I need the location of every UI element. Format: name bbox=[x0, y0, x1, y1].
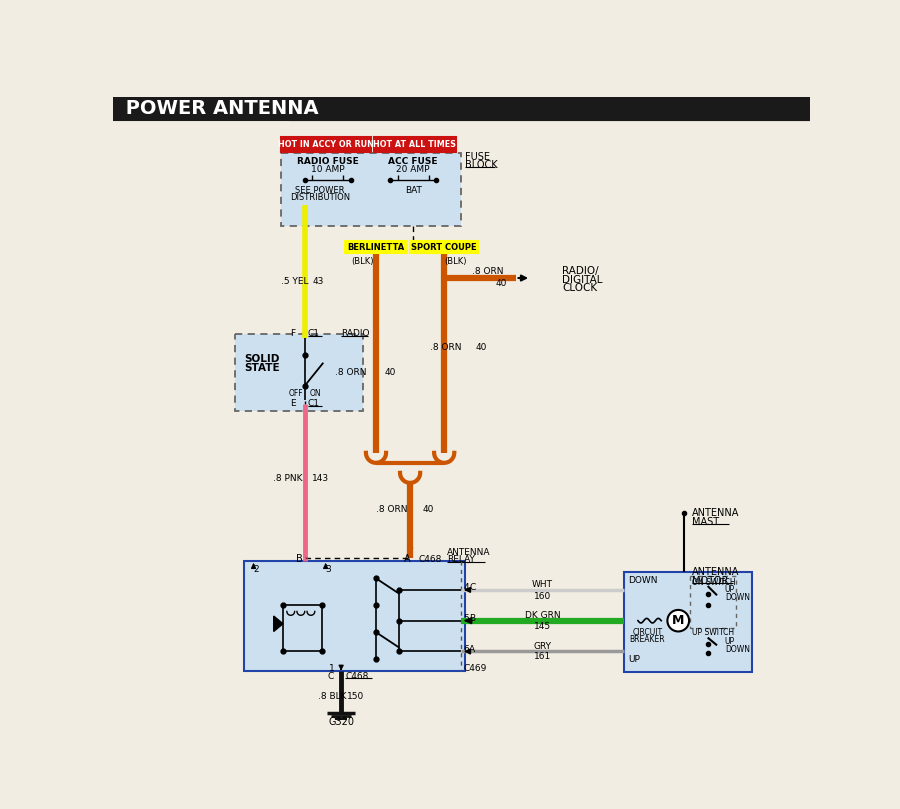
Text: E: E bbox=[290, 399, 295, 408]
Text: ON: ON bbox=[310, 389, 321, 398]
Text: .8 BLK: .8 BLK bbox=[318, 692, 346, 701]
Text: 143: 143 bbox=[312, 474, 329, 483]
Text: .8 ORN: .8 ORN bbox=[335, 368, 366, 377]
Text: 40: 40 bbox=[476, 343, 487, 352]
Bar bbox=[244, 561, 465, 671]
Bar bbox=[410, 241, 478, 253]
Text: C: C bbox=[327, 671, 333, 680]
Text: 40: 40 bbox=[423, 506, 435, 515]
Bar bbox=[235, 334, 363, 411]
Text: .8 PNK: .8 PNK bbox=[273, 474, 302, 483]
Text: A: A bbox=[469, 645, 475, 654]
Text: BAT: BAT bbox=[405, 186, 421, 195]
Text: (BLK): (BLK) bbox=[445, 256, 467, 265]
Text: 4: 4 bbox=[464, 583, 469, 592]
Text: DK GRN: DK GRN bbox=[525, 611, 561, 620]
Text: 2: 2 bbox=[254, 565, 259, 574]
Text: BREAKER: BREAKER bbox=[629, 634, 665, 644]
Text: ANTENNA: ANTENNA bbox=[447, 548, 491, 557]
Text: UP: UP bbox=[724, 586, 735, 595]
Text: ANTENNA: ANTENNA bbox=[692, 567, 740, 577]
Text: RELAY: RELAY bbox=[447, 555, 475, 565]
Text: ANTENNA: ANTENNA bbox=[692, 508, 740, 518]
Text: RADIO/: RADIO/ bbox=[562, 266, 598, 276]
Text: 40: 40 bbox=[496, 279, 508, 288]
Bar bbox=[282, 137, 371, 152]
Text: ON SWITCH: ON SWITCH bbox=[692, 578, 736, 587]
Text: DISTRIBUTION: DISTRIBUTION bbox=[290, 193, 350, 201]
Text: (BLK): (BLK) bbox=[351, 256, 374, 265]
Text: 43: 43 bbox=[312, 277, 324, 286]
Text: CIRCUIT: CIRCUIT bbox=[632, 628, 662, 637]
Text: OFF: OFF bbox=[289, 389, 303, 398]
Text: WHT: WHT bbox=[532, 580, 554, 589]
Text: DOWN: DOWN bbox=[724, 645, 750, 654]
Text: B: B bbox=[469, 614, 475, 623]
Text: .8 ORN: .8 ORN bbox=[472, 267, 503, 276]
Text: A: A bbox=[404, 554, 411, 564]
Text: C1: C1 bbox=[308, 329, 320, 338]
Text: F: F bbox=[291, 329, 295, 338]
Polygon shape bbox=[274, 616, 283, 632]
Text: C468: C468 bbox=[345, 671, 368, 680]
Text: DIGITAL: DIGITAL bbox=[562, 274, 602, 285]
Text: DOWN: DOWN bbox=[628, 576, 657, 585]
Text: UP SWITCH: UP SWITCH bbox=[692, 628, 734, 637]
Text: .8 ORN: .8 ORN bbox=[430, 343, 462, 352]
Bar bbox=[690, 576, 736, 629]
Text: SOLID: SOLID bbox=[245, 354, 280, 364]
Text: HOT AT ALL TIMES: HOT AT ALL TIMES bbox=[374, 140, 456, 150]
Bar bbox=[374, 137, 455, 152]
Text: RADIO: RADIO bbox=[341, 329, 370, 338]
Text: C468: C468 bbox=[418, 555, 442, 564]
Text: BERLINETTA: BERLINETTA bbox=[347, 243, 405, 252]
Text: G320: G320 bbox=[328, 717, 354, 727]
Text: C469: C469 bbox=[464, 664, 487, 673]
Text: 5: 5 bbox=[464, 614, 469, 623]
Text: STATE: STATE bbox=[244, 363, 280, 373]
Text: RADIO FUSE: RADIO FUSE bbox=[297, 157, 359, 167]
Text: C: C bbox=[469, 583, 475, 592]
Text: 161: 161 bbox=[534, 652, 551, 662]
Text: HOT IN ACCY OR RUN: HOT IN ACCY OR RUN bbox=[278, 140, 374, 150]
Text: UP: UP bbox=[628, 654, 640, 663]
Text: MOTOR: MOTOR bbox=[692, 576, 729, 586]
Bar bbox=[282, 153, 462, 226]
Text: GRY: GRY bbox=[534, 642, 552, 650]
Text: BLOCK: BLOCK bbox=[465, 160, 498, 170]
Bar bbox=[291, 97, 810, 121]
Text: 6: 6 bbox=[464, 645, 469, 654]
Text: UP: UP bbox=[724, 637, 735, 646]
Text: 10 AMP: 10 AMP bbox=[311, 165, 345, 174]
Text: 40: 40 bbox=[384, 368, 396, 377]
Text: .8 ORN: .8 ORN bbox=[376, 506, 407, 515]
Text: MAST: MAST bbox=[692, 517, 719, 527]
Text: SPORT COUPE: SPORT COUPE bbox=[411, 243, 477, 252]
Text: ACC FUSE: ACC FUSE bbox=[389, 157, 438, 167]
Text: C1: C1 bbox=[308, 399, 320, 408]
Text: 1: 1 bbox=[328, 664, 335, 673]
Text: 20 AMP: 20 AMP bbox=[396, 165, 430, 174]
Text: DOWN: DOWN bbox=[724, 593, 750, 602]
Text: 150: 150 bbox=[346, 692, 364, 701]
Text: M: M bbox=[672, 614, 684, 627]
Text: POWER ANTENNA: POWER ANTENNA bbox=[119, 100, 319, 118]
Text: FUSE: FUSE bbox=[465, 152, 491, 162]
Text: CLOCK: CLOCK bbox=[562, 283, 597, 293]
Bar bbox=[624, 572, 752, 672]
Text: B: B bbox=[296, 554, 303, 564]
Text: .5 YEL: .5 YEL bbox=[282, 277, 309, 286]
Text: 3: 3 bbox=[326, 565, 331, 574]
Bar bbox=[112, 97, 810, 121]
Text: SEE POWER: SEE POWER bbox=[295, 186, 345, 195]
Bar bbox=[345, 241, 407, 253]
Text: 160: 160 bbox=[534, 591, 551, 600]
Circle shape bbox=[668, 610, 689, 632]
Text: 145: 145 bbox=[534, 622, 551, 631]
